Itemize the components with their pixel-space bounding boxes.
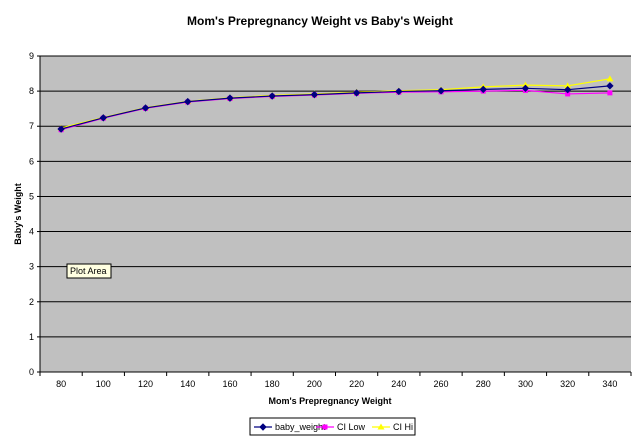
- data-point: [99, 114, 108, 122]
- x-tick-label: 220: [349, 379, 364, 389]
- chart-title: Mom's Prepregnancy Weight vs Baby's Weig…: [187, 14, 453, 28]
- axes: 0 1 2 3 4 5 6 7 8 9 80 100 120 140 160 180 200 220 240 260 2…: [29, 51, 632, 389]
- y-tick-label: 0: [29, 367, 34, 377]
- y-tick-label: 9: [29, 51, 34, 61]
- data-point: [352, 89, 361, 97]
- y-tick-label: 4: [29, 227, 34, 237]
- data-point: [606, 75, 614, 82]
- data-point: [395, 87, 403, 96]
- x-tick-label: 240: [391, 379, 406, 389]
- y-tick-label: 1: [29, 332, 34, 342]
- legend-marker: [259, 423, 267, 431]
- y-tick-label: 3: [29, 262, 34, 272]
- data-point: [437, 87, 445, 95]
- legend-item: CI Low: [316, 422, 366, 432]
- data-point: [184, 97, 192, 106]
- series-group: [57, 75, 614, 133]
- data-point: [521, 84, 530, 93]
- tooltip-text: Plot Area: [70, 266, 107, 276]
- x-tick-label: 140: [180, 379, 195, 389]
- legend: baby_weight CI Low CI Hi: [249, 417, 416, 436]
- x-tick-label: 180: [265, 379, 280, 389]
- series-line: [60, 85, 610, 130]
- x-tick-label: 80: [56, 379, 66, 389]
- x-tick-label: 200: [307, 379, 322, 389]
- x-tick-label: 340: [602, 379, 617, 389]
- y-tick-label: 8: [29, 86, 34, 96]
- legend-item: CI Hi: [372, 422, 413, 432]
- y-tick-label: 6: [29, 156, 34, 166]
- x-tick-label: 320: [560, 379, 575, 389]
- data-point: [565, 91, 571, 97]
- y-tick-label: 7: [29, 121, 34, 131]
- legend-marker: [377, 423, 385, 430]
- tooltip-box: [66, 263, 112, 279]
- x-tick-label: 260: [434, 379, 449, 389]
- legend-marker: [322, 424, 328, 430]
- x-tick-label: 120: [138, 379, 153, 389]
- plot-background[interactable]: [40, 56, 631, 372]
- x-tick-label: 100: [96, 379, 111, 389]
- x-tick-label: 300: [518, 379, 533, 389]
- data-point: [479, 85, 487, 94]
- y-tick-label: 2: [29, 297, 34, 307]
- x-tick-label: 280: [476, 379, 491, 389]
- data-point: [310, 90, 319, 99]
- legend-label: CI Low: [337, 422, 366, 432]
- data-point: [226, 94, 234, 102]
- data-point: [141, 104, 150, 112]
- plot-area-tooltip: Plot Area: [66, 263, 112, 279]
- x-tick-label: 160: [222, 379, 237, 389]
- legend-label: CI Hi: [393, 422, 413, 432]
- data-point: [563, 85, 572, 94]
- series-baby-weight: [57, 82, 614, 133]
- data-point: [564, 82, 572, 89]
- x-axis-title: Mom's Prepregnancy Weight: [269, 396, 392, 406]
- data-point: [57, 125, 65, 133]
- data-point: [606, 82, 614, 90]
- data-point: [268, 92, 276, 100]
- data-point: [607, 90, 613, 96]
- legend-label: baby_weight: [275, 422, 326, 432]
- plot-area[interactable]: [40, 55, 631, 372]
- legend-item: baby_weight: [254, 422, 326, 432]
- y-axis-title: Baby's Weight: [13, 183, 23, 244]
- y-tick-label: 5: [29, 191, 34, 201]
